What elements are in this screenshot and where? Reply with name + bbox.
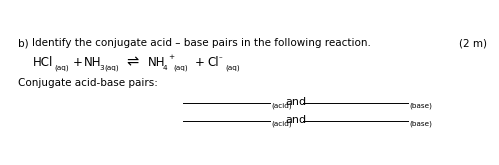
- Text: Conjugate acid-base pairs:: Conjugate acid-base pairs:: [18, 78, 158, 88]
- Text: Identify the conjugate acid – base pairs in the following reaction.: Identify the conjugate acid – base pairs…: [32, 38, 371, 48]
- Text: ⇌: ⇌: [126, 54, 138, 69]
- Text: –: –: [219, 54, 223, 60]
- Text: +: +: [195, 55, 205, 68]
- Text: (acid): (acid): [271, 103, 291, 109]
- Text: HCl: HCl: [33, 55, 53, 68]
- Text: (acid): (acid): [271, 121, 291, 127]
- Text: b): b): [18, 38, 28, 48]
- Text: Cl: Cl: [207, 55, 219, 68]
- Text: +: +: [73, 55, 83, 68]
- Text: (base): (base): [409, 103, 432, 109]
- Text: NH: NH: [148, 55, 166, 68]
- Text: (2 m): (2 m): [459, 38, 487, 48]
- Text: (aq): (aq): [54, 65, 69, 71]
- Text: (aq): (aq): [225, 65, 240, 71]
- Text: and: and: [285, 115, 306, 125]
- Text: 4: 4: [163, 65, 168, 71]
- Text: (aq): (aq): [104, 65, 119, 71]
- Text: +: +: [168, 54, 174, 60]
- Text: (aq): (aq): [173, 65, 188, 71]
- Text: and: and: [285, 97, 306, 107]
- Text: NH: NH: [84, 55, 101, 68]
- Text: (base): (base): [409, 121, 432, 127]
- Text: 3: 3: [99, 65, 104, 71]
